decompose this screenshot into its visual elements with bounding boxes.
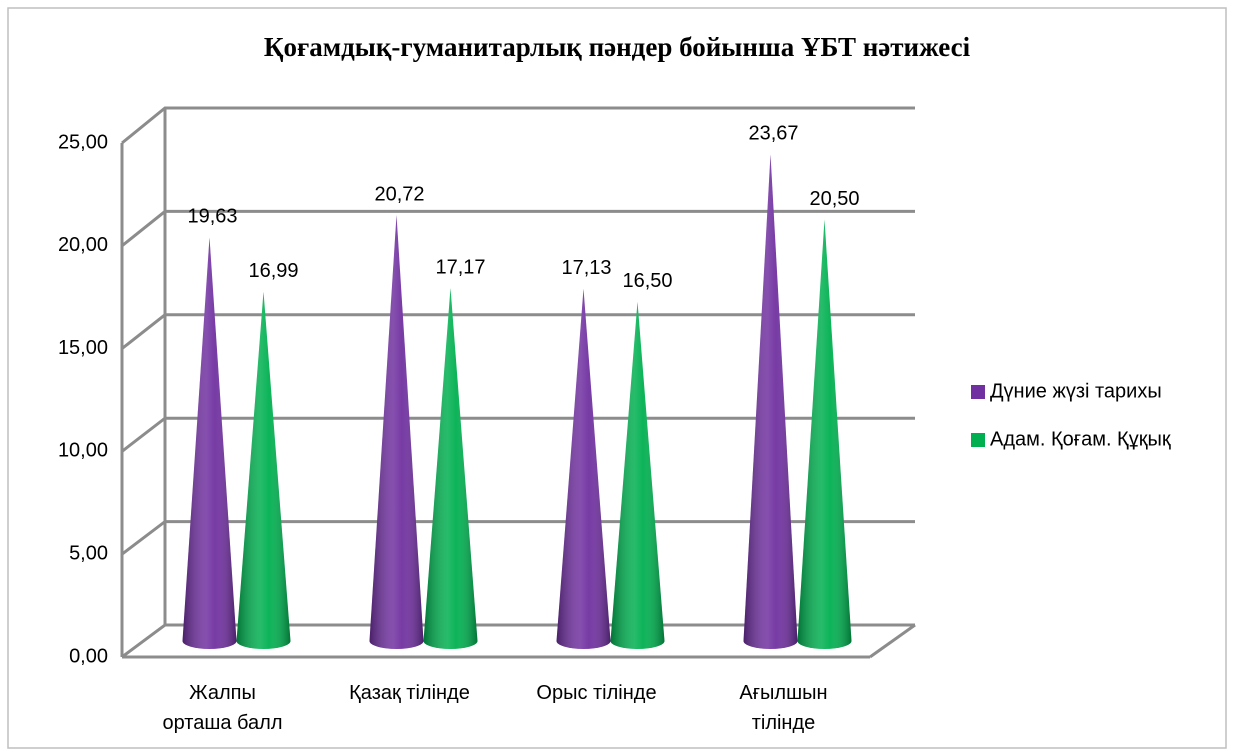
cone-shade (423, 287, 478, 649)
grid-line (121, 313, 915, 350)
legend-swatch (971, 433, 985, 447)
cone-shade (797, 219, 852, 649)
chart-title: Қоғамдық-гуманитарлық пәндер бойынша ҰБТ… (264, 32, 971, 62)
y-tick-label: 5,00 (69, 542, 108, 564)
y-tick-label: 0,00 (69, 645, 108, 667)
x-tick-label: Орыс тілінде (536, 682, 657, 704)
legend-swatch (971, 385, 985, 399)
grid-line (121, 106, 915, 145)
cone-shade (182, 237, 237, 649)
legend-label: Дүние жүзі тарихы (990, 380, 1162, 402)
cone-shade (610, 301, 665, 649)
cone-shade (369, 214, 424, 649)
chart-border (7, 7, 1227, 749)
data-label: 20,50 (809, 188, 859, 210)
grid-line (121, 416, 915, 453)
cone-shade (236, 291, 291, 649)
x-tick-label: Ағылшын тілінде (739, 682, 828, 734)
y-tick-label: 20,00 (58, 234, 108, 256)
data-label: 16,50 (622, 270, 672, 292)
x-tick-label: Қазақ тілінде (349, 682, 470, 704)
grid-line (121, 520, 915, 556)
x-tick-label: Жалпы орташа балл (162, 682, 283, 734)
y-tick-label: 25,00 (58, 131, 108, 153)
floor-line (869, 623, 916, 659)
grid-line (121, 209, 915, 247)
legend-label: Адам. Қоғам. Құқық (990, 428, 1171, 450)
data-label: 19,63 (187, 206, 237, 228)
cone-shade (743, 154, 798, 650)
data-label: 17,17 (435, 256, 485, 278)
data-label: 20,72 (374, 183, 424, 205)
data-label: 23,67 (748, 123, 798, 145)
y-tick-label: 15,00 (58, 337, 108, 359)
cone-shade (556, 288, 611, 649)
grid-line (121, 623, 915, 659)
y-tick-label: 10,00 (58, 440, 108, 462)
data-label: 17,13 (561, 257, 611, 279)
data-label: 16,99 (248, 260, 298, 282)
